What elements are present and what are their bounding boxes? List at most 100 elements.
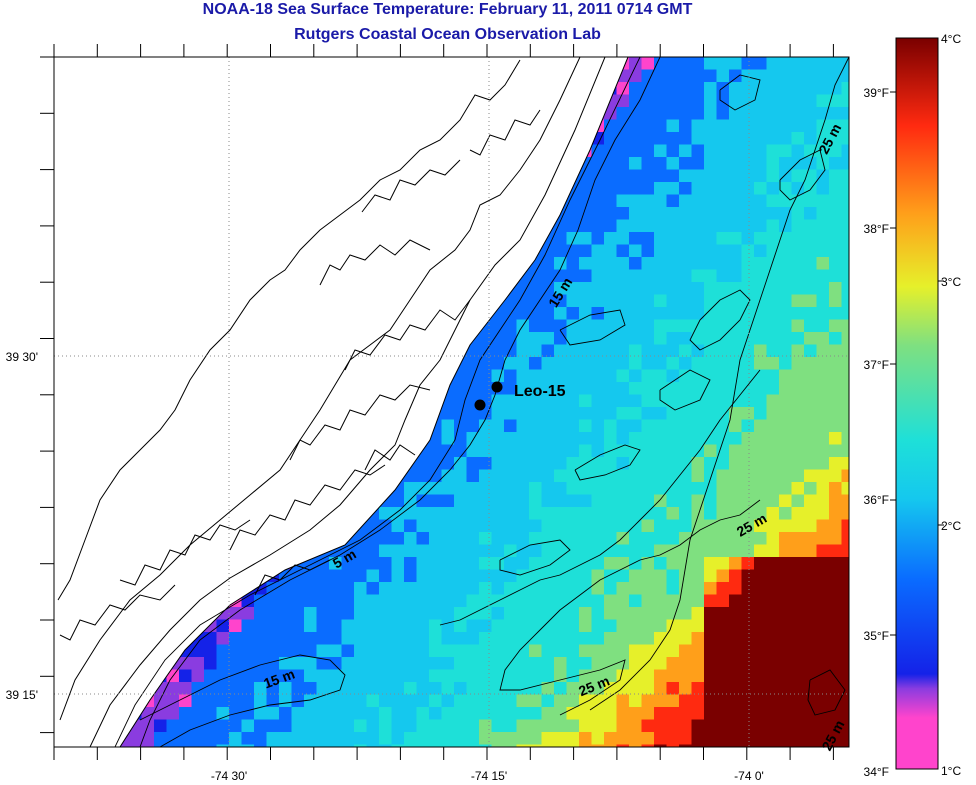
sst-cell [604, 344, 617, 358]
sst-cell [704, 107, 717, 120]
colorbar-frame [895, 37, 939, 770]
sst-cell [729, 282, 742, 295]
sst-cell [629, 119, 642, 133]
sst-cell [179, 669, 192, 683]
sst-cell [641, 519, 655, 533]
sst-cell [491, 657, 505, 670]
sst-cell [716, 569, 730, 583]
sst-cell [416, 544, 430, 558]
sst-cell [579, 657, 592, 670]
sst-cell [841, 444, 849, 458]
sst-cell [716, 694, 730, 708]
sst-cell [779, 144, 792, 158]
sst-cell [429, 607, 442, 620]
sst-cell [629, 582, 642, 595]
sst-cell [591, 382, 605, 395]
sst-cell [404, 719, 417, 733]
sst-cell [366, 744, 380, 747]
sst-cell [641, 607, 655, 620]
sst-cell [304, 707, 317, 720]
sst-cell [329, 732, 342, 745]
sst-cell [266, 732, 280, 745]
sst-cell [254, 707, 267, 720]
sst-cell [291, 682, 305, 695]
sst-cell [766, 319, 780, 333]
sst-cell [204, 744, 217, 747]
sst-cell [279, 657, 292, 670]
sst-cell [804, 569, 817, 583]
sst-cell [804, 544, 817, 558]
sst-cell [479, 607, 492, 620]
sst-cell [841, 94, 849, 108]
sst-cell [591, 182, 605, 195]
sst-cell [604, 282, 617, 295]
sst-cell [504, 519, 517, 533]
sst-cell [829, 582, 842, 595]
sst-cell [629, 232, 642, 245]
sst-cell [241, 619, 255, 633]
sst-cell [641, 507, 655, 520]
sst-cell [591, 432, 605, 445]
sst-cell [441, 519, 455, 533]
sst-cell [729, 257, 742, 270]
sst-cell [691, 194, 705, 208]
sst-cell [841, 219, 849, 233]
sst-cell [679, 244, 692, 258]
sst-cell [191, 657, 205, 670]
sst-cell [566, 457, 580, 470]
sst-cell [654, 244, 667, 258]
contour-25m-loop6 [719, 74, 761, 111]
sst-cell [691, 532, 705, 545]
sst-cell [654, 744, 667, 747]
sst-cell [741, 669, 755, 683]
sst-cell [416, 519, 430, 533]
sst-cell [541, 669, 555, 683]
sst-cell [641, 82, 655, 95]
sst-cell [841, 369, 849, 383]
sst-cell [354, 594, 367, 608]
sst-cell [654, 357, 667, 370]
sst-cell [641, 257, 655, 270]
sst-cell [604, 694, 617, 708]
sst-cell [691, 619, 705, 633]
sst-cell [416, 644, 430, 658]
sst-cell [766, 569, 780, 583]
sst-cell [591, 619, 605, 633]
sst-cell [691, 357, 705, 370]
sst-cell [779, 482, 792, 495]
sst-cell [754, 669, 767, 683]
sst-cell [466, 632, 480, 645]
sst-cell [679, 482, 692, 495]
sst-cell [491, 457, 505, 470]
sst-cell [466, 469, 480, 483]
sst-cell [454, 707, 467, 720]
sst-cell [791, 432, 805, 445]
sst-cell [629, 644, 642, 658]
sst-cell [704, 319, 717, 333]
sst-cell [766, 294, 780, 308]
sst-cell [654, 732, 667, 745]
inland-creek-2 [361, 159, 461, 213]
sst-cell [791, 644, 805, 658]
sst-cell [441, 744, 455, 747]
sst-cell [516, 657, 530, 670]
sst-cell [591, 319, 605, 333]
sst-cell [691, 644, 705, 658]
colorbar [896, 38, 938, 769]
sst-cell [504, 344, 517, 358]
sst-cell [766, 232, 780, 245]
sst-cell [754, 194, 767, 208]
sst-cell [716, 444, 730, 458]
sst-cell [466, 544, 480, 558]
sst-cell [629, 369, 642, 383]
sst-cell [466, 457, 480, 470]
sst-cell [616, 619, 630, 633]
sst-cell [729, 407, 742, 420]
sst-cell [454, 732, 467, 745]
sst-cell [779, 344, 792, 358]
sst-cell [691, 344, 705, 358]
sst-cell [166, 719, 180, 733]
sst-cell [329, 719, 342, 733]
sst-cell [804, 194, 817, 208]
sst-cell [579, 244, 592, 258]
